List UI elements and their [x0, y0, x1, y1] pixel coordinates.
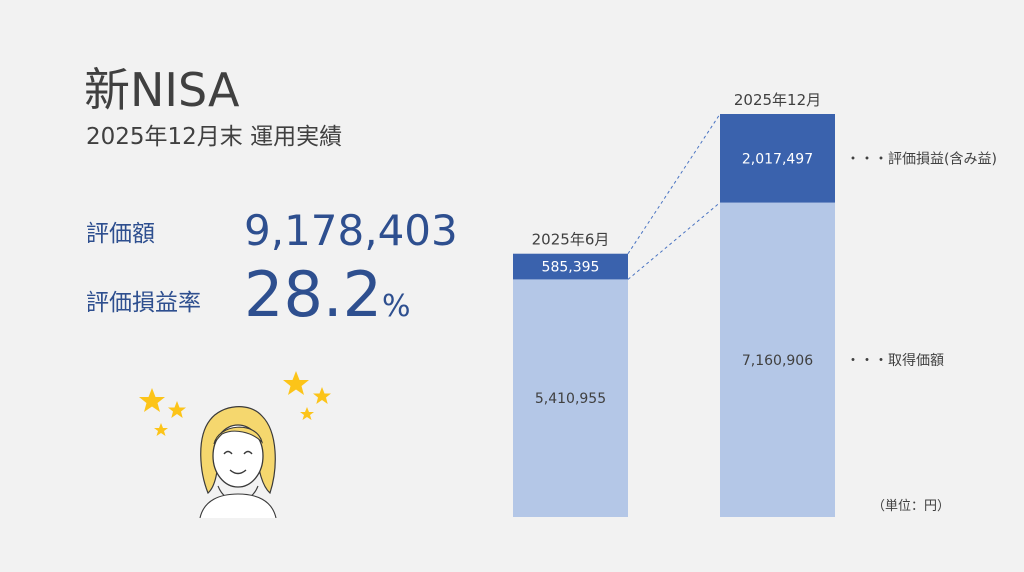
bar-segment-gain-1	[513, 253, 628, 280]
star-icon	[139, 371, 331, 436]
valuation-label: 評価額	[86, 221, 155, 247]
valuation-value: 9,178,403	[244, 206, 458, 255]
page-subtitle: 2025年12月末 運用実績	[86, 124, 343, 150]
rate-value-group: 28.2%	[244, 260, 411, 342]
category-label-2: 2025年12月	[734, 91, 821, 109]
connector-line-top	[627, 113, 721, 254]
data-label-cost-1: 5,410,955	[535, 391, 606, 407]
connector-line-mid	[627, 202, 721, 280]
chart-marks: 5,410,955 585,395 2025年6月 7,160,906 2,017,49…	[513, 91, 997, 518]
data-label-cost-2: 7,160,906	[742, 353, 813, 369]
page-title: 新NISA	[84, 63, 240, 117]
legend-cost-label: ・・・取得価額	[846, 352, 944, 369]
person-illustration	[199, 406, 277, 518]
bar-segment-cost-2	[720, 202, 835, 518]
category-label-1: 2025年6月	[532, 231, 610, 249]
rate-unit: %	[382, 289, 411, 324]
rate-value: 28.2	[244, 258, 383, 331]
data-label-gain-2: 2,017,497	[742, 151, 813, 167]
smiling-person-icon	[139, 371, 331, 518]
unit-note: （単位：円）	[872, 498, 950, 514]
bar-segment-gain-2	[720, 114, 835, 203]
bar-segment-cost-1	[513, 279, 628, 517]
rate-label: 評価損益率	[86, 290, 201, 316]
data-label-gain-1: 585,395	[542, 260, 600, 276]
legend-gain-label: ・・・評価損益(含み益)	[846, 151, 997, 167]
